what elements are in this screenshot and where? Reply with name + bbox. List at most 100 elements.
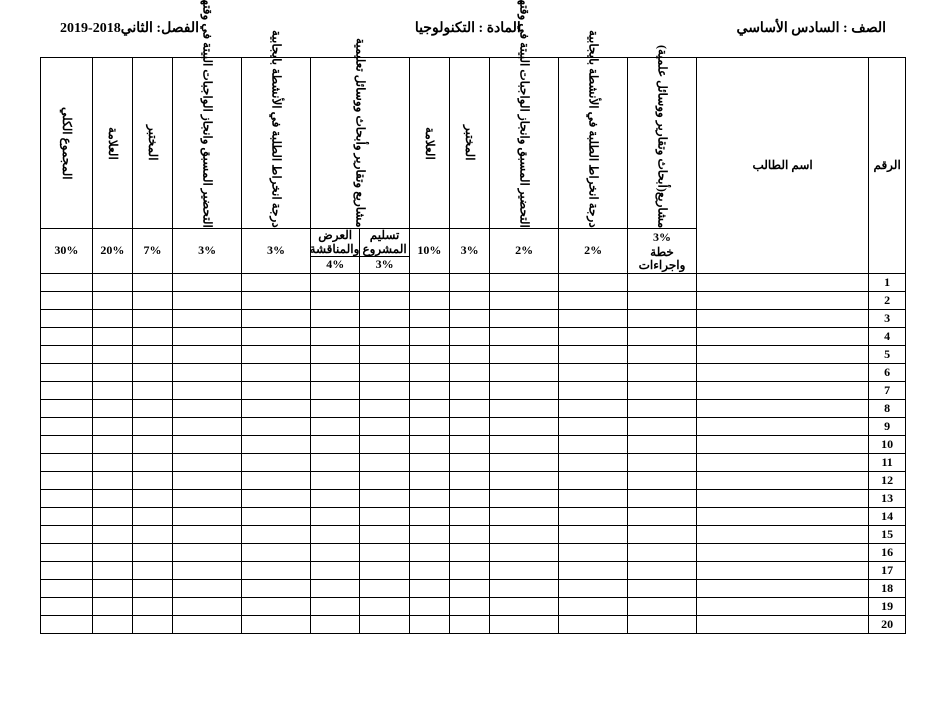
grade-block: الصف : السادس الأساسي [737,20,886,37]
cell [409,561,449,579]
cell [132,291,172,309]
cell [173,453,242,471]
cell [628,561,697,579]
table-row: 19 [41,597,906,615]
cell [242,543,311,561]
cell [559,525,628,543]
cell [132,309,172,327]
pct-1: 3% خطة واجراءات [628,229,697,274]
cell [242,399,311,417]
cell-student-name [696,363,868,381]
cell [490,489,559,507]
cell [449,399,489,417]
cell [409,327,449,345]
row-number: 20 [869,615,906,633]
cell [41,561,93,579]
col-c7: درجة انخراط الطلبة في الأنشطة بايجابية [242,58,311,229]
cell [311,507,360,525]
cell [559,435,628,453]
cell [132,273,172,291]
row-number: 19 [869,597,906,615]
cell [449,327,489,345]
cell [409,381,449,399]
row-number: 12 [869,471,906,489]
cell [92,435,132,453]
cell [41,291,93,309]
cell [360,561,409,579]
cell-student-name [696,489,868,507]
header-row-1: الرقم اسم الطالب مشاريع(أبحاث وتقارير وو… [41,58,906,229]
cell [311,345,360,363]
cell [360,381,409,399]
cell [311,471,360,489]
cell [409,489,449,507]
cell [490,597,559,615]
cell [628,615,697,633]
pct-9: 7% [132,229,172,274]
cell-student-name [696,597,868,615]
cell [92,399,132,417]
cell [242,273,311,291]
row-number: 16 [869,543,906,561]
cell [92,561,132,579]
cell [628,273,697,291]
cell [628,489,697,507]
cell [360,417,409,435]
cell [490,309,559,327]
cell [311,525,360,543]
cell [92,363,132,381]
cell [132,435,172,453]
table-row: 9 [41,417,906,435]
cell-student-name [696,471,868,489]
cell [449,489,489,507]
cell [92,309,132,327]
cell-student-name [696,273,868,291]
cell [490,417,559,435]
cell [92,525,132,543]
cell [628,597,697,615]
cell [242,435,311,453]
cell [132,363,172,381]
col-c9: المختبر [132,58,172,229]
cell-student-name [696,543,868,561]
cell [360,489,409,507]
cell [628,399,697,417]
cell [173,489,242,507]
cell [242,597,311,615]
cell [559,345,628,363]
cell [242,579,311,597]
cell [559,363,628,381]
table-row: 1 [41,273,906,291]
col-c10: العلامة [92,58,132,229]
cell [173,525,242,543]
cell [490,327,559,345]
pct-10: 20% [92,229,132,274]
cell [409,417,449,435]
cell [242,489,311,507]
cell [490,471,559,489]
cell [360,543,409,561]
cell [559,381,628,399]
cell [409,273,449,291]
cell [41,417,93,435]
cell [449,417,489,435]
cell [449,579,489,597]
row-number: 5 [869,345,906,363]
cell-student-name [696,399,868,417]
cell [242,561,311,579]
cell [628,345,697,363]
cell-student-name [696,345,868,363]
cell [242,615,311,633]
cell [449,507,489,525]
table-row: 3 [41,309,906,327]
page-header: الصف : السادس الأساسي المادة : التكنولوج… [40,20,906,37]
cell [92,327,132,345]
cell [490,381,559,399]
cell [132,327,172,345]
col-c6: مشاريع وتقارير وأبحاث ووسائل تعليمية [311,58,410,229]
cell [409,363,449,381]
cell [41,579,93,597]
cell [409,345,449,363]
cell [173,417,242,435]
table-row: 4 [41,327,906,345]
